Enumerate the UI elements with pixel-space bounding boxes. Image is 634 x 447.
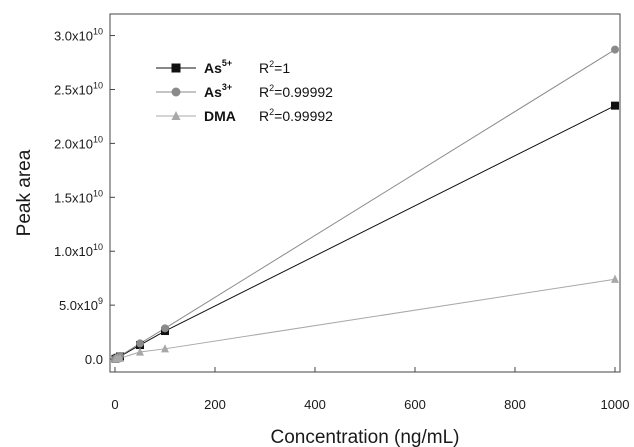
- x-tick-label: 600: [404, 397, 426, 412]
- legend-marker-square: [171, 63, 181, 73]
- data-point-square: [611, 101, 619, 110]
- legend-marker-circle: [171, 87, 181, 97]
- legend-r2: R2=0.99992: [259, 83, 333, 100]
- y-axis-ticks: 0.05.0x1091.0x10101.5x10102.0x10102.5x10…: [54, 27, 115, 367]
- legend-r2-label: R: [259, 60, 269, 76]
- legend-series-name: DMA: [204, 108, 236, 124]
- legend-r2-value: =1: [274, 60, 290, 76]
- x-axis-title: Concentration (ng/mL): [270, 427, 459, 447]
- x-tick-label: 400: [304, 397, 326, 412]
- y-tick-mantissa: 2.0x10: [54, 136, 93, 151]
- y-tick-mantissa: 1.5x10: [54, 190, 93, 205]
- y-tick-exponent: 10: [93, 134, 103, 144]
- y-tick-mantissa: 1.0x10: [54, 244, 93, 259]
- x-tick-label: 1000: [601, 397, 630, 412]
- y-tick-label: 1.0x1010: [54, 242, 103, 259]
- data-point-triangle: [136, 347, 144, 356]
- legend-r2-label: R: [259, 84, 269, 100]
- data-point-circle: [611, 45, 619, 54]
- data-markers: [111, 45, 619, 363]
- series-line-triangle: [115, 278, 616, 360]
- legend-name-text: DMA: [204, 108, 236, 124]
- data-point-triangle: [116, 353, 124, 362]
- legend-r2-exponent: 2: [269, 107, 274, 117]
- legend-r2: R2=1: [259, 59, 290, 76]
- legend-r2-value: =0.99992: [274, 84, 333, 100]
- y-tick-exponent: 10: [93, 242, 103, 252]
- legend-r2: R2=0.99992: [259, 107, 333, 124]
- data-point-triangle: [161, 344, 169, 353]
- x-tick-label: 200: [204, 397, 226, 412]
- legend-name-text: As: [204, 60, 222, 76]
- y-tick-exponent: 10: [93, 188, 103, 198]
- legend-series-name: As5+: [204, 58, 232, 76]
- fit-lines: [115, 49, 616, 360]
- x-axis-ticks: 0 200 400 600 800 1000: [111, 367, 629, 412]
- legend-name-superscript: 3+: [222, 82, 232, 92]
- legend-r2-exponent: 2: [269, 83, 274, 93]
- x-tick-label: 0: [111, 397, 118, 412]
- series-line-square: [115, 105, 616, 360]
- y-tick-exponent: 10: [93, 80, 103, 90]
- y-tick-label: 3.0x1010: [54, 27, 103, 44]
- y-tick-label: 2.0x1010: [54, 134, 103, 151]
- y-tick-mantissa: 3.0x10: [54, 29, 93, 44]
- y-tick-label: 2.5x1010: [54, 80, 103, 97]
- legend-name-text: As: [204, 84, 222, 100]
- legend-name-superscript: 5+: [222, 58, 232, 68]
- y-tick-mantissa: 2.5x10: [54, 82, 93, 97]
- data-point-triangle: [611, 274, 619, 283]
- legend-r2-label: R: [259, 108, 269, 124]
- legend-r2-value: =0.99992: [274, 108, 333, 124]
- legend-r2-exponent: 2: [269, 59, 274, 69]
- x-tick-label: 800: [504, 397, 526, 412]
- y-tick-label: 1.5x1010: [54, 188, 103, 205]
- y-tick-exponent: 10: [93, 27, 103, 37]
- y-tick-mantissa: 0.0: [85, 352, 103, 367]
- data-point-circle: [136, 339, 144, 348]
- y-tick-label: 5.0x109: [59, 296, 103, 313]
- data-point-circle: [161, 324, 169, 333]
- legend-marker-triangle: [171, 110, 181, 121]
- y-tick-exponent: 9: [98, 296, 103, 306]
- legend-series-name: As3+: [204, 82, 232, 100]
- y-axis-title: Peak area: [14, 149, 35, 236]
- y-tick-mantissa: 5.0x10: [59, 298, 98, 313]
- plot-frame: [109, 13, 621, 373]
- y-tick-label: 0.0: [85, 352, 103, 367]
- series-line-circle: [115, 49, 616, 360]
